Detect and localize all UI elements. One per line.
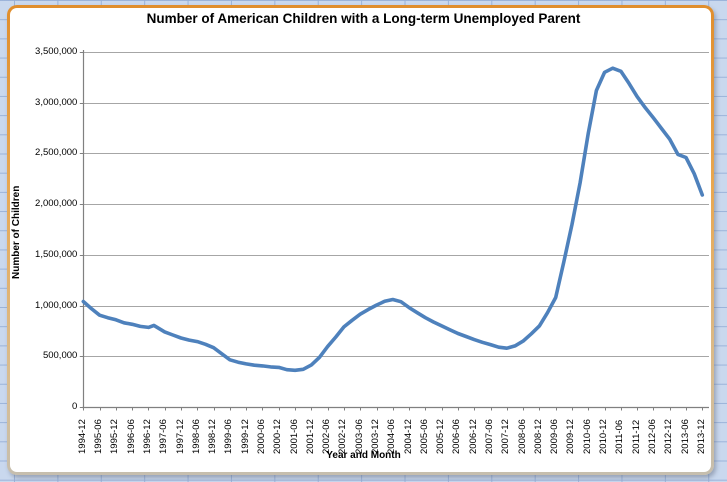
x-tick-label: 2011-06 <box>614 419 626 454</box>
x-tick-label: 1998-06 <box>190 419 202 454</box>
x-tick-label: 2002-06 <box>321 419 333 454</box>
y-tick-label: 1,500,000 <box>35 248 78 260</box>
x-tick-label: 2002-12 <box>337 419 349 454</box>
x-tick-label: 2008-12 <box>532 419 544 454</box>
x-tick-label: 2007-12 <box>500 419 512 454</box>
x-tick-label: 2013-06 <box>679 419 691 454</box>
y-tick-label: 3,500,000 <box>35 46 78 57</box>
x-tick-label: 2001-06 <box>288 419 300 454</box>
x-tick-label: 2005-12 <box>435 419 447 454</box>
x-tick-label: 2001-12 <box>304 419 316 454</box>
chart-frame <box>7 5 714 475</box>
x-tick-label: 2008-06 <box>516 419 528 454</box>
x-tick-label: 2005-06 <box>418 419 430 454</box>
y-tick-label: 0 <box>72 401 78 412</box>
y-tick-label: 2,000,000 <box>35 198 78 210</box>
x-tick-label: 1996-12 <box>141 419 153 454</box>
x-tick-label: 1996-06 <box>125 419 137 454</box>
x-tick-label: 2011-12 <box>630 419 642 454</box>
y-tick-label: 3,000,000 <box>35 96 78 108</box>
x-tick-label: 2010-06 <box>581 419 593 454</box>
x-tick-label: 1994-12 <box>76 419 88 454</box>
x-tick-label: 2009-12 <box>565 419 577 454</box>
x-tick-label: 2003-12 <box>370 419 381 454</box>
y-tick-label: 1,000,000 <box>35 299 78 311</box>
x-tick-label: 2000-06 <box>255 419 267 454</box>
x-tick-label: 1999-06 <box>223 419 235 454</box>
x-tick-label: 2004-06 <box>386 419 398 454</box>
x-tick-label: 1997-12 <box>174 419 186 454</box>
x-axis-title: Year and Month <box>0 450 727 461</box>
x-tick-label: 2012-12 <box>663 419 675 454</box>
x-tick-label: 2004-12 <box>402 419 414 454</box>
chart-background <box>10 8 711 472</box>
x-tick-label: 1995-12 <box>109 419 121 454</box>
x-tick-label: 2007-06 <box>484 419 496 454</box>
y-axis-title: Number of Children <box>11 185 22 279</box>
x-tick-label: 1995-06 <box>93 419 105 454</box>
x-tick-label: 1999-12 <box>239 419 251 454</box>
x-axis-title-text: Year and Month <box>326 450 401 461</box>
x-tick-label: 2009-06 <box>549 419 561 454</box>
x-tick-label: 2006-06 <box>451 419 463 454</box>
x-tick-label: 1997-06 <box>158 419 170 454</box>
x-tick-label: 2000-12 <box>272 419 284 454</box>
x-tick-label: 2003-06 <box>353 419 365 454</box>
x-tick-label: 2013-12 <box>695 419 707 454</box>
x-tick-label: 2012-06 <box>646 419 658 454</box>
y-tick-label: 500,000 <box>42 350 78 362</box>
x-tick-label: 1998-12 <box>207 419 219 454</box>
chart-title: Number of American Children with a Long-… <box>146 11 581 26</box>
y-tick-label: 2,500,000 <box>35 147 78 159</box>
x-tick-label: 2006-12 <box>467 419 479 454</box>
x-tick-label: 2010-12 <box>598 419 610 454</box>
data-series-line <box>81 66 705 373</box>
